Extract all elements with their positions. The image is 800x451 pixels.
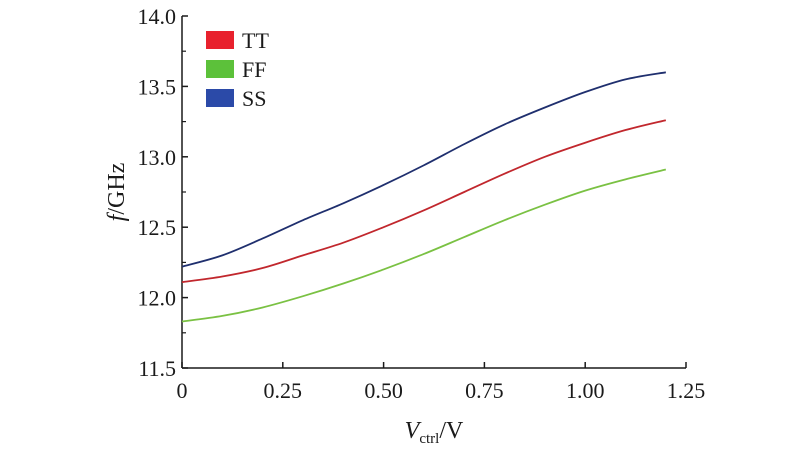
tick-marks [181, 15, 687, 369]
series-line-ss [181, 71, 666, 268]
x-axis-label: Vctrl/V [405, 418, 464, 447]
legend-swatch-ff [206, 60, 234, 78]
x-tick-label: 0.25 [264, 378, 303, 403]
x-tick-label: 1.00 [566, 378, 605, 403]
x-tick-label: 0.50 [364, 378, 403, 403]
y-tick-label: 13.5 [138, 74, 177, 99]
y-tick-label: 11.5 [138, 356, 176, 381]
legend: TT FF SS [206, 28, 269, 111]
legend-swatch-tt [206, 31, 234, 49]
tick-labels: 0 0.25 0.50 0.75 1.00 1.25 11.5 12.0 12.5 13.0 13.… [138, 4, 706, 403]
x-axis-label-subscript: ctrl [419, 431, 439, 447]
legend-label-ff: FF [242, 57, 266, 82]
x-axis-label-symbol: V [405, 418, 422, 444]
x-tick-label: 1.25 [667, 378, 706, 403]
x-tick-label: 0 [177, 378, 188, 403]
y-tick-label: 14.0 [138, 4, 177, 29]
y-tick-label: 12.0 [138, 286, 177, 311]
y-tick-label: 12.5 [138, 215, 177, 240]
x-tick-label: 0.75 [465, 378, 504, 403]
y-axis-label-unit: /GHz [104, 163, 130, 215]
series-lines [181, 71, 667, 323]
y-axis-label-symbol: f [104, 211, 130, 221]
y-axis-label: f/GHz [104, 163, 130, 222]
series-line-ff [181, 168, 667, 323]
x-axis-label-unit: /V [439, 418, 464, 444]
legend-label-tt: TT [242, 28, 269, 53]
legend-label-ss: SS [242, 86, 266, 111]
series-line-tt [181, 119, 667, 284]
legend-swatch-ss [206, 89, 234, 107]
y-tick-label: 13.0 [138, 145, 177, 170]
